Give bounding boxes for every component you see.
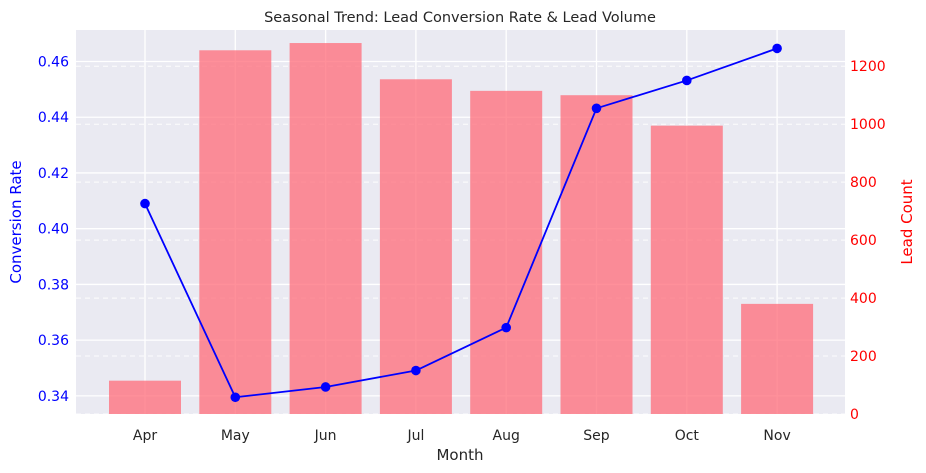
right-tick-label: 400 xyxy=(850,291,877,307)
right-axis-label: Lead Count xyxy=(898,179,916,264)
bar-jul xyxy=(379,79,452,415)
right-tick-label: 0 xyxy=(850,407,859,423)
x-tick-label: Jun xyxy=(314,428,337,444)
x-tick-label: Aug xyxy=(493,428,520,444)
right-tick-label: 1000 xyxy=(850,117,886,133)
point-oct xyxy=(682,75,692,86)
bar-series xyxy=(109,43,814,415)
point-nov xyxy=(772,43,782,54)
bar-may xyxy=(199,50,272,414)
right-tick-label: 200 xyxy=(850,349,877,365)
right-tick-label: 1200 xyxy=(850,59,886,75)
right-axis-ticks: 0 200 400 600 800 1000 1200 xyxy=(850,59,886,423)
x-tick-label: May xyxy=(221,428,250,444)
conversion-rate-line xyxy=(144,47,778,399)
chart-title: Seasonal Trend: Lead Conversion Rate & L… xyxy=(264,10,656,26)
point-may xyxy=(230,392,241,403)
left-tick-label: 0.46 xyxy=(38,54,69,70)
plot-background xyxy=(76,30,845,414)
bar-nov xyxy=(741,303,814,414)
x-tick-label: Apr xyxy=(133,428,157,444)
left-axis-label: Conversion Rate xyxy=(7,160,25,283)
x-tick-label: Sep xyxy=(583,428,610,444)
x-axis-ticks: Apr May Jun Jul Aug Sep Oct Nov xyxy=(133,428,791,444)
bar-aug xyxy=(470,90,543,414)
left-axis-ticks: 0.34 0.36 0.38 0.40 0.42 0.44 0.46 xyxy=(38,54,69,404)
point-jun xyxy=(320,382,331,392)
left-tick-label: 0.34 xyxy=(38,389,69,405)
x-tick-label: Jul xyxy=(406,428,424,444)
bar-apr xyxy=(109,380,181,414)
right-tick-label: 600 xyxy=(850,233,877,249)
line-series xyxy=(140,43,782,403)
left-tick-label: 0.40 xyxy=(38,222,69,238)
x-tick-label: Nov xyxy=(763,428,790,444)
point-jul xyxy=(411,365,421,376)
point-sep xyxy=(591,103,602,114)
bar-oct xyxy=(650,125,723,415)
left-tick-label: 0.36 xyxy=(38,333,69,349)
point-apr xyxy=(140,198,150,209)
right-tick-label: 800 xyxy=(850,175,877,191)
bar-sep xyxy=(560,95,633,414)
left-tick-label: 0.42 xyxy=(38,166,69,182)
x-axis-label: Month xyxy=(436,446,483,464)
left-tick-label: 0.38 xyxy=(38,277,69,293)
left-tick-label: 0.44 xyxy=(38,110,69,126)
bar-jun xyxy=(289,43,362,415)
x-tick-label: Oct xyxy=(675,428,700,444)
point-aug xyxy=(501,322,512,333)
